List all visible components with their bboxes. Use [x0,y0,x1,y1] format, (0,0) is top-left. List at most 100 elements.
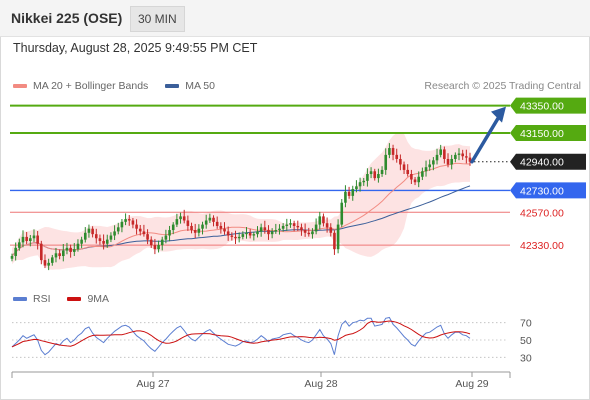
candle-body [347,191,351,196]
candle-body [351,189,355,196]
candle-body [358,182,362,187]
candle-body [116,227,120,232]
candle-body [204,220,208,225]
candle-body [61,250,65,257]
price-legend: MA 20 + Bollinger Bands MA 50 [13,80,229,92]
candle-body [380,169,384,175]
chart-header: Nikkei 225 (OSE) 30 MIN [0,0,590,37]
candle-body [340,202,344,225]
candle-body [76,243,80,250]
candle-body [36,235,39,244]
candle-body [69,247,72,252]
rsi-panel: 70 50 30 [11,316,532,364]
candle-body [303,230,307,233]
candle-body [248,232,252,236]
candle-body [399,158,402,165]
candle-body [329,227,333,233]
candle-body [384,154,388,170]
candle-body [388,148,391,155]
candle-body [72,249,76,252]
timeframe-button[interactable]: 30 MIN [130,6,185,32]
candle-body [18,242,21,248]
candle-body [120,221,124,228]
level-box-43150.00 [510,125,586,142]
candle-body [29,238,32,241]
candle-body [87,228,91,233]
candle-body [413,179,417,183]
rsi-tick-50: 50 [520,335,532,347]
candle-body [149,239,153,246]
level-label-43350.00: 43350.00 [520,101,564,113]
candle-body [362,180,366,183]
level-box-42730.00 [510,182,586,199]
candle-body [219,225,223,229]
candle-body [157,245,160,250]
candle-body [94,234,98,239]
candle-body [201,224,204,229]
candle-body [102,240,105,244]
legend-bollinger-label: MA 20 + Bollinger Bands [33,80,149,92]
candle-body [230,235,234,237]
projection-arrow [470,106,506,164]
candle-body [241,234,245,237]
candle-body [325,223,329,228]
candle-body [47,262,50,266]
candle-body [197,228,201,233]
legend-ma50-label: MA 50 [185,80,215,92]
candle-body [314,224,318,232]
candle-body [461,153,464,157]
candle-body [377,174,380,179]
candle-body [168,230,171,236]
candle-body [366,174,369,181]
candle-body [124,219,127,222]
candle-body [10,256,14,259]
rsi-tick-70: 70 [520,318,532,330]
candle-body [292,223,296,226]
candle-body [256,231,259,235]
candle-body [212,217,215,222]
candle-body [245,232,248,235]
candle-body [300,227,303,231]
ma20-line [11,162,471,257]
candle-body [424,167,428,172]
legend-item-9ma: 9MA [67,293,109,305]
candle-body [454,154,457,159]
candle-body [237,236,241,239]
candle-body [278,228,281,231]
candle-body [333,232,336,250]
legend-item-ma50: MA 50 [165,80,215,92]
candle-body [179,216,182,220]
x-axis: Aug 27 Aug 28 Aug 29 [11,371,511,390]
candle-body [373,171,377,179]
candle-body [105,239,109,244]
candle-body [186,220,190,226]
candle-body [369,171,373,175]
candles [10,143,472,271]
rsi-legend: RSI 9MA [13,293,123,305]
candle-body [146,234,149,240]
candle-body [318,216,322,225]
candle-body [410,174,413,180]
x-tick-label: Aug 27 [136,378,169,390]
candle-body [344,191,347,203]
candle-body [468,157,472,162]
rsi-9ma-line [11,320,471,348]
candle-body [43,260,47,266]
candle-body [267,230,270,235]
candle-body [289,223,292,225]
candle-body [457,153,461,155]
level-label-42570.00: 42570.00 [520,207,564,219]
candle-body [443,149,446,159]
level-labels: 43350.00 43150.00 42940.00 42730.00 42570.00… [510,97,586,252]
candle-body [182,216,186,221]
candle-body [281,225,285,229]
candle-body [285,224,289,226]
x-tick-label: Aug 29 [455,378,488,390]
timestamp: Thursday, August 28, 2025 9:49:55 PM CET [13,41,258,55]
candle-body [234,236,237,239]
candle-body [65,247,69,251]
candle-body [175,219,179,225]
legend-item-rsi: RSI [13,293,51,305]
projection-arrow-head [491,106,506,123]
